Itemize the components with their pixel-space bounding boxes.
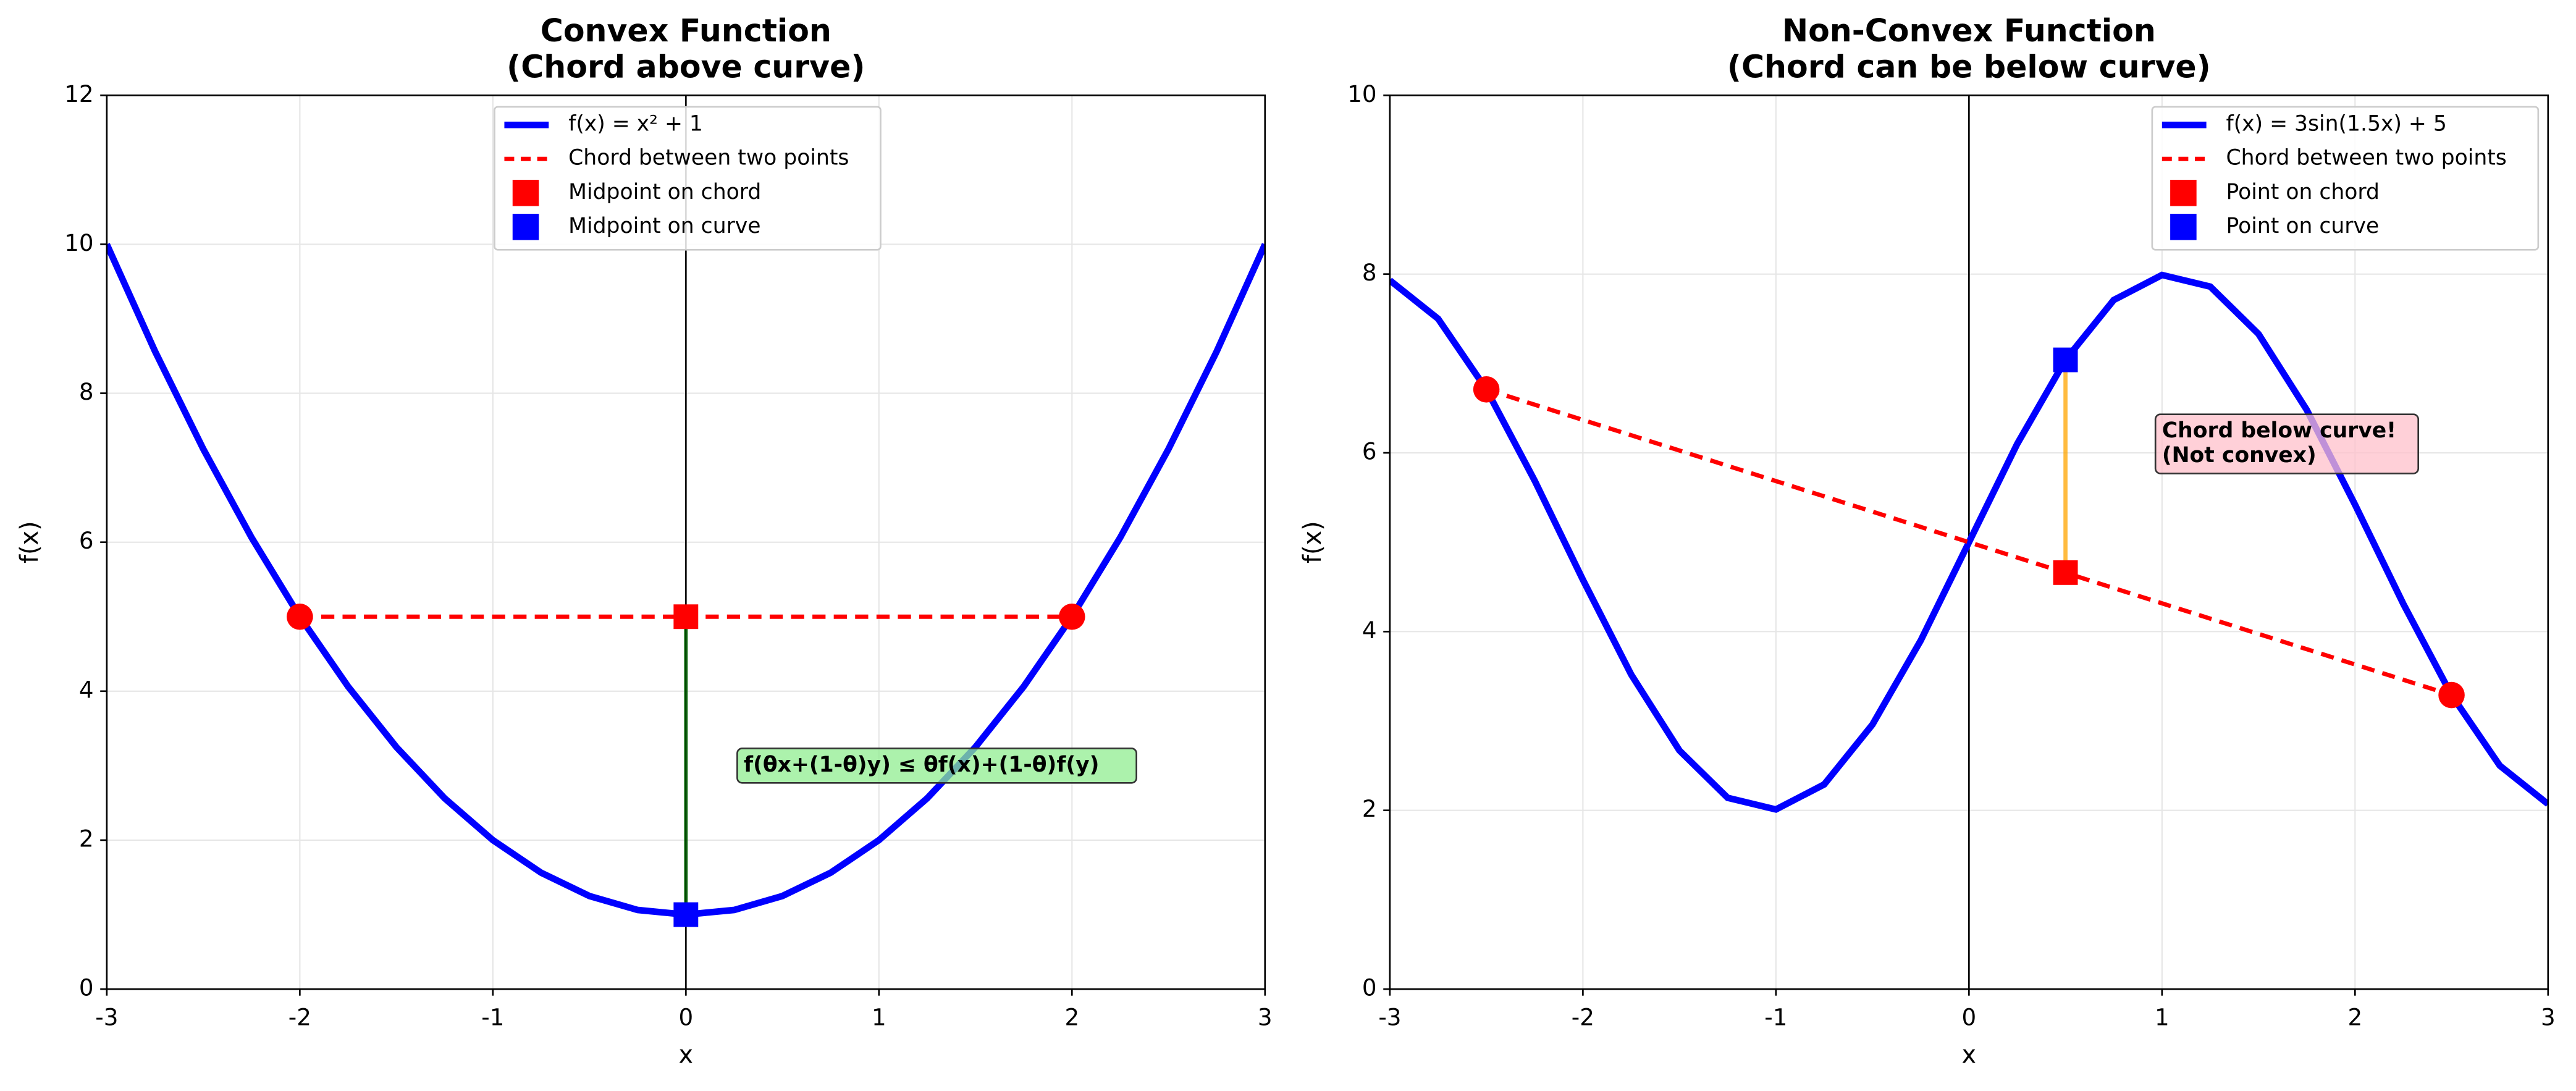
chart-title: (Chord can be below curve) — [1727, 48, 2211, 85]
point — [2053, 560, 2078, 585]
series-line — [1389, 271, 2548, 813]
y-tick-label: 8 — [1362, 259, 1377, 286]
x-tick-label: 1 — [872, 1003, 886, 1030]
y-tick-label: 12 — [64, 80, 93, 107]
x-axis-label: x — [679, 1041, 694, 1069]
legend-label: Midpoint on curve — [568, 214, 760, 238]
chart-title: Non-Convex Function — [1782, 12, 2156, 49]
chart-title: Convex Function — [541, 12, 831, 49]
annotation-box — [736, 748, 1137, 784]
legend-swatch — [2170, 214, 2197, 240]
point — [673, 604, 699, 630]
point — [673, 902, 699, 927]
x-tick-label: 3 — [1258, 1003, 1273, 1030]
x-tick-label: 0 — [1961, 1003, 1976, 1030]
x-tick-label: 3 — [2541, 1003, 2556, 1030]
axes-frame — [106, 94, 1266, 990]
point — [1059, 603, 1085, 630]
y-tick-label: 2 — [1362, 795, 1377, 822]
legend-swatch — [512, 214, 539, 240]
point — [2438, 681, 2465, 709]
annotation: (Not convex) — [2162, 443, 2317, 468]
y-tick-label: 4 — [79, 676, 94, 703]
legend-swatch — [512, 180, 539, 206]
legend-label: Chord between two points — [2226, 146, 2507, 171]
point — [1473, 376, 1500, 403]
y-tick-label: 6 — [1362, 438, 1377, 465]
annotation: Chord below curve! — [2162, 418, 2396, 443]
point — [2053, 347, 2078, 373]
y-tick-label: 10 — [1347, 80, 1376, 107]
y-tick-label: 8 — [79, 378, 94, 405]
x-tick-label: -2 — [288, 1003, 311, 1030]
legend-label: Chord between two points — [568, 146, 849, 171]
y-tick-label: 0 — [1362, 974, 1377, 1001]
x-tick-label: 0 — [678, 1003, 693, 1030]
legend-label: f(x) = x² + 1 — [568, 112, 703, 137]
y-axis-label: f(x) — [15, 521, 44, 563]
y-tick-label: 2 — [79, 825, 94, 852]
x-axis-label: x — [1962, 1041, 1977, 1069]
x-tick-label: -3 — [95, 1003, 118, 1030]
x-tick-label: 2 — [1064, 1003, 1079, 1030]
legend-box — [2151, 106, 2540, 251]
subplot: Non-Convex Function(Chord can be below c… — [1299, 12, 2556, 1069]
y-tick-label: 10 — [64, 229, 93, 256]
legend-box — [494, 106, 882, 251]
x-tick-label: 2 — [2347, 1003, 2362, 1030]
y-tick-label: 4 — [1362, 617, 1377, 644]
x-tick-label: 1 — [2155, 1003, 2170, 1030]
subplot: Convex Function(Chord above curve) -3 -2 -1… — [15, 12, 1273, 1069]
point — [287, 603, 313, 630]
legend-label: Point on chord — [2226, 180, 2380, 204]
legend-label: Midpoint on chord — [568, 180, 761, 204]
y-axis-label: f(x) — [1299, 521, 1327, 563]
legend-label: f(x) = 3sin(1.5x) + 5 — [2226, 112, 2447, 137]
chart-title: (Chord above curve) — [507, 48, 865, 85]
x-tick-label: -2 — [1572, 1003, 1594, 1030]
annotation: f(θx+(1-θ)y) ≤ θf(x)+(1-θ)f(y) — [744, 752, 1099, 777]
x-tick-label: -1 — [481, 1003, 504, 1030]
legend-swatch — [2170, 180, 2197, 206]
x-tick-label: -1 — [1764, 1003, 1787, 1030]
series-line — [1486, 387, 2452, 697]
annotation-box — [2154, 413, 2420, 474]
legend-label: Point on curve — [2226, 214, 2380, 238]
y-tick-label: 6 — [79, 527, 94, 554]
axes-frame — [1389, 94, 2549, 990]
y-tick-label: 0 — [79, 974, 94, 1001]
x-tick-label: -3 — [1378, 1003, 1401, 1030]
